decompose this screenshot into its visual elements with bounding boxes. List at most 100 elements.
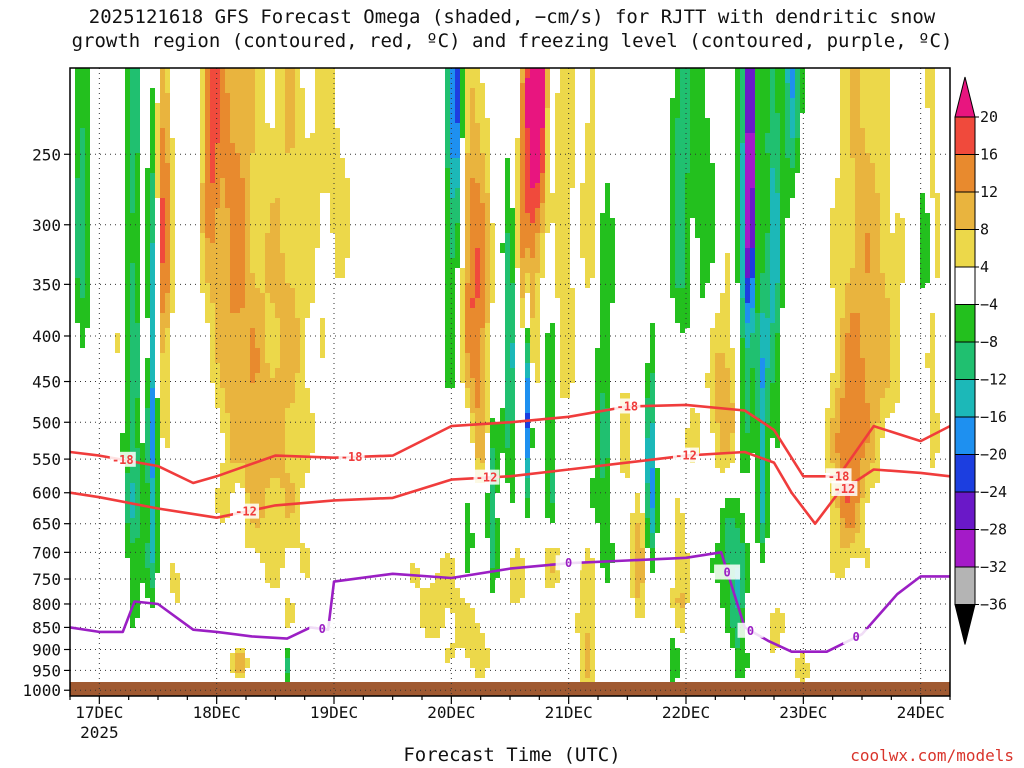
omega-cell <box>205 218 210 223</box>
omega-cell <box>565 383 570 388</box>
omega-cell <box>470 648 475 653</box>
omega-cell <box>520 253 525 258</box>
omega-cell <box>130 143 135 148</box>
omega-cell <box>560 193 565 198</box>
omega-cell <box>300 393 305 398</box>
omega-cell <box>205 138 210 143</box>
omega-cell <box>255 488 260 493</box>
omega-cell <box>220 253 225 258</box>
omega-cell <box>240 108 245 113</box>
omega-cell <box>560 368 565 373</box>
omega-cell <box>570 83 575 88</box>
omega-cell <box>230 253 235 258</box>
omega-cell <box>520 193 525 198</box>
omega-cell <box>480 213 485 218</box>
omega-cell <box>245 293 250 298</box>
omega-cell <box>215 358 220 363</box>
omega-cell <box>545 98 550 103</box>
omega-cell <box>530 118 535 123</box>
omega-cell <box>535 253 540 258</box>
omega-cell <box>80 88 85 93</box>
omega-cell <box>300 273 305 278</box>
omega-cell <box>210 303 215 308</box>
omega-cell <box>135 483 140 488</box>
omega-cell <box>130 388 135 393</box>
omega-cell <box>570 88 575 93</box>
omega-cell <box>145 218 150 223</box>
omega-cell <box>490 563 495 568</box>
omega-cell <box>250 368 255 373</box>
omega-cell <box>295 133 300 138</box>
omega-cell <box>230 303 235 308</box>
omega-cell <box>470 338 475 343</box>
omega-cell <box>290 398 295 403</box>
omega-cell <box>80 278 85 283</box>
omega-cell <box>235 348 240 353</box>
omega-cell <box>75 258 80 263</box>
omega-cell <box>340 243 345 248</box>
omega-cell <box>160 393 165 398</box>
omega-cell <box>505 173 510 178</box>
omega-cell <box>570 133 575 138</box>
omega-cell <box>590 153 595 158</box>
omega-cell <box>465 163 470 168</box>
omega-cell <box>585 653 590 658</box>
omega-cell <box>135 133 140 138</box>
omega-cell <box>75 228 80 233</box>
omega-cell <box>565 98 570 103</box>
omega-cell <box>225 233 230 238</box>
omega-cell <box>150 488 155 493</box>
omega-cell <box>310 158 315 163</box>
omega-cell <box>200 108 205 113</box>
omega-cell <box>525 228 530 233</box>
omega-cell <box>235 93 240 98</box>
omega-cell <box>235 128 240 133</box>
omega-cell <box>135 108 140 113</box>
omega-cell <box>205 298 210 303</box>
omega-cell <box>445 183 450 188</box>
omega-cell <box>250 373 255 378</box>
omega-cell <box>145 248 150 253</box>
omega-cell <box>255 423 260 428</box>
omega-cell <box>465 518 470 523</box>
omega-cell <box>275 158 280 163</box>
omega-cell <box>535 183 540 188</box>
omega-cell <box>125 428 130 433</box>
omega-cell <box>320 338 325 343</box>
omega-cell <box>470 318 475 323</box>
omega-cell <box>510 563 515 568</box>
omega-cell <box>245 453 250 458</box>
omega-cell <box>465 233 470 238</box>
omega-cell <box>250 198 255 203</box>
omega-cell <box>250 488 255 493</box>
omega-cell <box>260 418 265 423</box>
omega-cell <box>155 513 160 518</box>
omega-cell <box>590 73 595 78</box>
omega-cell <box>315 208 320 213</box>
omega-cell <box>450 363 455 368</box>
omega-cell <box>230 383 235 388</box>
omega-cell <box>210 153 215 158</box>
omega-cell <box>140 548 145 553</box>
omega-cell <box>125 118 130 123</box>
omega-cell <box>460 623 465 628</box>
omega-cell <box>550 443 555 448</box>
omega-cell <box>285 598 290 603</box>
omega-cell <box>340 163 345 168</box>
omega-cell <box>510 468 515 473</box>
omega-cell <box>480 388 485 393</box>
omega-cell <box>490 263 495 268</box>
omega-cell <box>275 393 280 398</box>
omega-cell <box>325 163 330 168</box>
omega-cell <box>230 453 235 458</box>
omega-cell <box>150 473 155 478</box>
omega-cell <box>520 573 525 578</box>
omega-cell <box>595 473 600 478</box>
omega-cell <box>250 458 255 463</box>
omega-cell <box>165 103 170 108</box>
omega-cell <box>595 393 600 398</box>
omega-cell <box>480 233 485 238</box>
omega-cell <box>150 453 155 458</box>
omega-cell <box>310 438 315 443</box>
omega-cell <box>75 118 80 123</box>
